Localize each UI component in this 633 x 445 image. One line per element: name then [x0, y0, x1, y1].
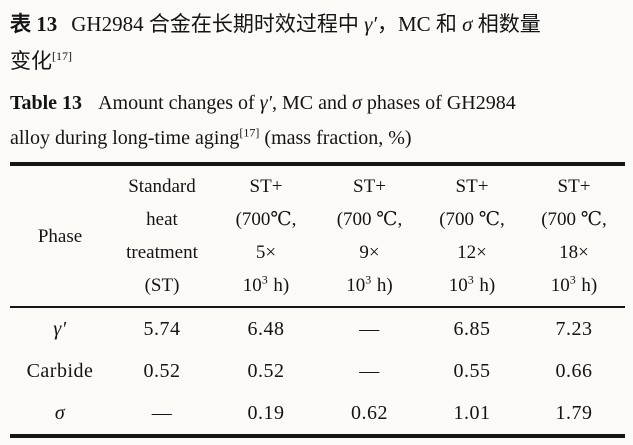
power-base: 10 — [448, 275, 468, 296]
caption-zh-text: GH2984 合金在长期时效过程中 — [71, 12, 365, 36]
table-cell: — — [359, 317, 380, 340]
header-text: 12× — [457, 242, 487, 263]
header-text: 9× — [359, 242, 380, 263]
power-exponent: 3 — [467, 272, 474, 287]
power-base: 10 — [346, 275, 366, 296]
table-cell: 1.79 — [555, 401, 593, 424]
phase-label: σ — [54, 401, 66, 424]
caption-zh-text: 相数量 — [472, 12, 541, 36]
table-cell: 0.52 — [247, 359, 285, 382]
table-cell: 7.23 — [555, 317, 593, 340]
col-header-st-12000h: ST+ (700 ℃, 12× 103 h) — [421, 164, 523, 308]
table-cell: 0.62 — [351, 401, 388, 424]
col-header-standard-treatment: Standard heat treatment (ST) — [110, 164, 214, 308]
header-text: 5× — [255, 242, 277, 263]
caption-en-note: (mass fraction, %) — [259, 127, 412, 149]
table-cell: 6.48 — [247, 317, 285, 340]
table-cell: 0.66 — [555, 359, 593, 382]
power-exponent: 3 — [261, 272, 268, 287]
unit-text: h) — [479, 275, 496, 296]
sigma-symbol: σ — [462, 12, 473, 36]
header-text: (ST) — [144, 275, 180, 296]
table-row-sigma: σ — 0.19 0.62 1.01 1.79 — [10, 392, 625, 436]
power-base: 10 — [242, 275, 262, 296]
table-cell: 5.74 — [143, 317, 181, 340]
caption-english: Table 13 Amount changes of γ′, MC and σ p… — [10, 86, 625, 156]
header-text: 103 h) — [318, 269, 421, 302]
table-cell: 1.01 — [453, 401, 491, 424]
header-text: 18× — [559, 242, 589, 263]
col-header-phase: Phase — [10, 164, 110, 308]
header-text: 103 h) — [214, 269, 318, 302]
phase-label: Carbide — [26, 359, 94, 382]
caption-en-text: , MC and — [271, 92, 352, 114]
table-number-zh: 表 13 — [10, 12, 58, 36]
header-text: (700 ℃, — [541, 209, 607, 230]
table-cell: — — [359, 359, 380, 382]
header-text: ST+ — [455, 176, 489, 197]
table-cell: 0.52 — [143, 359, 181, 382]
header-text: Phase — [37, 225, 83, 247]
table-cell: 6.85 — [453, 317, 491, 340]
header-text: ST+ — [353, 176, 386, 197]
unit-text: h) — [376, 275, 393, 296]
header-text: (700 ℃, — [336, 209, 403, 230]
gamma-prime-symbol: γ′ — [259, 92, 272, 114]
header-text: heat — [146, 209, 178, 230]
table-row-gamma-prime: γ′ 5.74 6.48 — 6.85 7.23 — [10, 307, 625, 350]
caption-chinese: 表 13 GH2984 合金在长期时效过程中 γ′，MC 和 σ 相数量 变化[1… — [10, 6, 625, 80]
caption-zh-text-line2: 变化 — [10, 49, 52, 73]
col-header-st-5000h: ST+ (700℃, 5× 103 h) — [214, 164, 318, 308]
header-text: treatment — [126, 242, 198, 263]
caption-zh-text: ，MC 和 — [376, 12, 463, 36]
table-cell: 0.19 — [247, 401, 285, 424]
header-text: 103 h) — [523, 269, 625, 302]
header-text: (700 ℃, — [439, 209, 505, 230]
table-row-carbide: Carbide 0.52 0.52 — 0.55 0.66 — [10, 350, 625, 392]
phase-label: γ′ — [53, 317, 67, 340]
header-text: ST+ — [557, 176, 591, 197]
phase-amount-table: Phase Standard heat treatment (ST) ST+ (… — [10, 162, 625, 438]
header-text: 103 h) — [421, 269, 523, 302]
col-header-st-9000h: ST+ (700 ℃, 9× 103 h) — [318, 164, 421, 308]
header-text: Standard — [128, 176, 196, 197]
table-number-en: Table 13 — [10, 92, 83, 114]
table-cell: 0.55 — [453, 359, 491, 382]
unit-text: h) — [273, 275, 290, 296]
caption-en-text-line2: alloy during long-time aging — [10, 127, 240, 149]
caption-en-text: phases of GH2984 — [361, 92, 516, 114]
sigma-symbol: σ — [351, 92, 362, 114]
power-exponent: 3 — [569, 272, 576, 287]
caption-en-text: Amount changes of — [98, 92, 260, 114]
citation-ref: [17] — [52, 49, 72, 63]
col-header-st-18000h: ST+ (700 ℃, 18× 103 h) — [523, 164, 625, 308]
table-cell: — — [151, 401, 173, 424]
citation-ref: [17] — [239, 125, 260, 140]
header-text: ST+ — [249, 176, 283, 197]
power-exponent: 3 — [365, 272, 372, 287]
header-row: Phase Standard heat treatment (ST) ST+ (… — [10, 164, 625, 308]
gamma-prime-symbol: γ′ — [364, 12, 377, 36]
power-base: 10 — [550, 275, 570, 296]
header-text: (700℃, — [235, 209, 297, 230]
unit-text: h) — [581, 275, 598, 296]
